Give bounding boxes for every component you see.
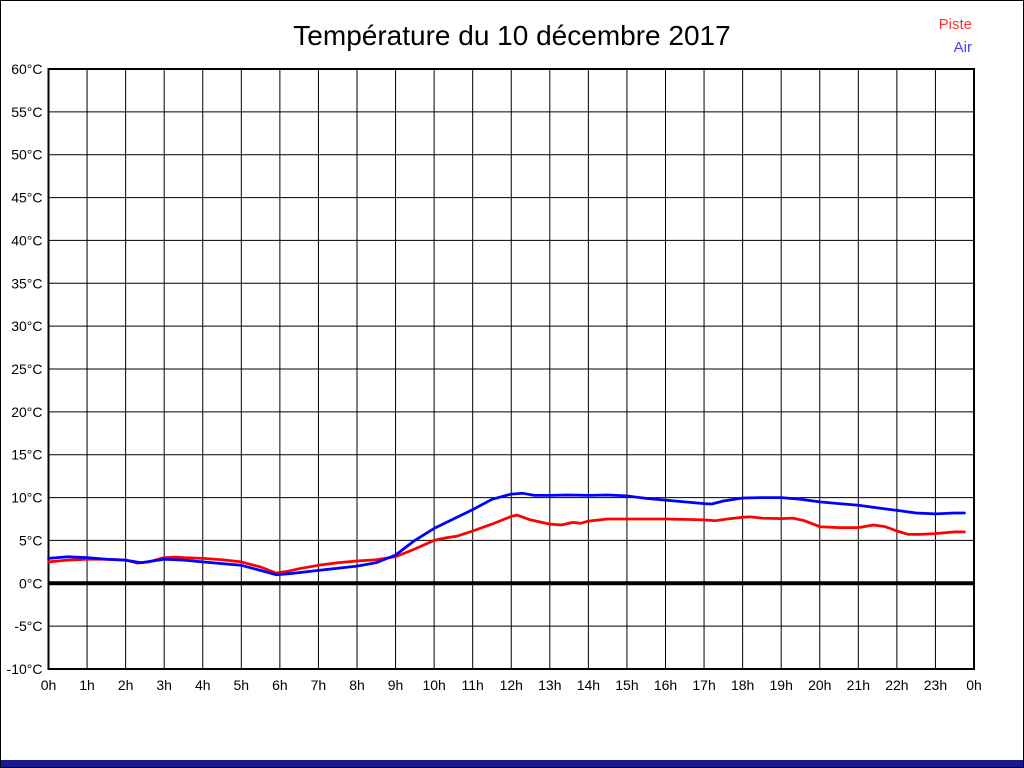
x-tick-label: 9h (388, 677, 404, 693)
x-tick-label: 2h (118, 677, 134, 693)
series-line-air (47, 491, 966, 577)
x-tick-label: 22h (885, 677, 908, 693)
x-tick-label: 7h (311, 677, 327, 693)
x-tick-label: 16h (654, 677, 677, 693)
x-tick-label: 10h (422, 677, 445, 693)
y-tick-label: 25°C (11, 361, 42, 377)
y-tick-label: 50°C (11, 147, 42, 163)
legend-item-piste: Piste (938, 16, 972, 33)
chart-title: Température du 10 décembre 2017 (293, 20, 731, 51)
y-tick-label: 20°C (11, 404, 42, 420)
bottom-bar (1, 760, 1023, 767)
x-tick-label: 0h (41, 677, 57, 693)
x-tick-label: 13h (538, 677, 561, 693)
y-tick-label: 45°C (11, 190, 42, 206)
legend-item-air: Air (953, 39, 972, 56)
x-tick-label: 14h (577, 677, 600, 693)
x-tick-label: 11h (462, 677, 484, 693)
y-tick-label: 0°C (19, 575, 43, 591)
x-tick-label: 1h (79, 677, 95, 693)
x-tick-label: 5h (234, 677, 250, 693)
x-tick-label: 12h (500, 677, 523, 693)
y-tick-label: 10°C (11, 490, 42, 506)
y-tick-label: 30°C (11, 318, 42, 334)
x-tick-label: 19h (770, 677, 793, 693)
x-tick-label: 6h (272, 677, 288, 693)
y-tick-label: 60°C (11, 61, 42, 77)
x-tick-label: 3h (156, 677, 172, 693)
plot-frame (47, 68, 975, 670)
x-tick-label: 17h (692, 677, 715, 693)
series-line-piste (47, 513, 966, 575)
x-tick-label: 20h (808, 677, 831, 693)
x-tick-label: 21h (847, 677, 870, 693)
x-tick-label: 8h (349, 677, 365, 693)
x-tick-label: 0h (966, 677, 982, 693)
y-tick-label: 15°C (11, 447, 42, 463)
y-tick-label: 5°C (19, 532, 43, 548)
x-tick-label: 18h (731, 677, 754, 693)
x-tick-label: 4h (195, 677, 211, 693)
y-tick-label: 35°C (11, 275, 42, 291)
legend: Piste Air (939, 13, 972, 59)
y-tick-label: -10°C (7, 661, 43, 677)
y-tick-label: -5°C (14, 618, 42, 634)
y-tick-label: 40°C (11, 232, 42, 248)
y-tick-label: 55°C (11, 104, 42, 120)
x-tick-label: 15h (615, 677, 638, 693)
x-tick-label: 23h (924, 677, 947, 693)
